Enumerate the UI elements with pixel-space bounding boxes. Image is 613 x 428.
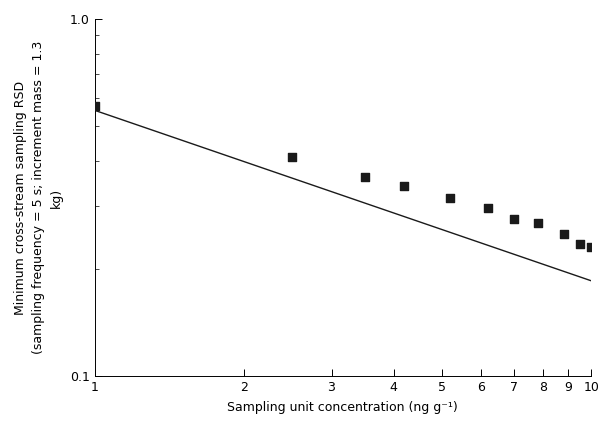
Point — [287, 154, 297, 160]
X-axis label: Sampling unit concentration (ng g⁻¹): Sampling unit concentration (ng g⁻¹) — [227, 401, 459, 414]
Point — [509, 216, 519, 223]
Point — [558, 231, 568, 238]
Point — [575, 240, 585, 247]
Point — [445, 195, 455, 202]
Point — [483, 205, 493, 212]
Y-axis label: Minimum cross-stream sampling RSD
(sampling frequency = 5 s; increment mass = 1.: Minimum cross-stream sampling RSD (sampl… — [14, 41, 63, 354]
Point — [586, 244, 596, 250]
Point — [399, 183, 409, 190]
Point — [89, 103, 99, 110]
Point — [360, 174, 370, 181]
Point — [533, 220, 543, 227]
